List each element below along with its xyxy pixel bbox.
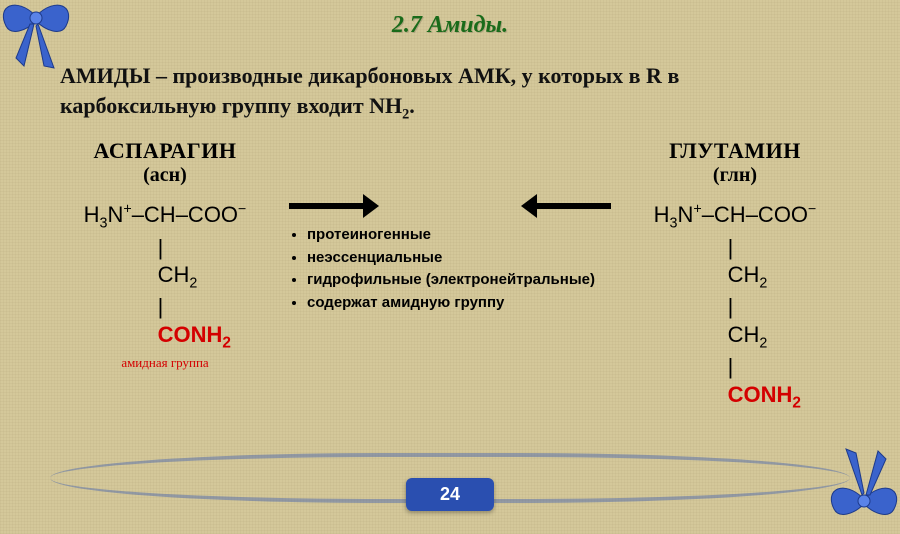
asparagine-abbr: (асн) bbox=[50, 164, 280, 187]
asparagine-formula: H3N+–CH–COO− | CH2 | CONH2 bbox=[84, 201, 247, 352]
property-item: неэссенциальные bbox=[307, 247, 615, 270]
formula-line: CH2 bbox=[84, 261, 247, 293]
glutamine-formula: H3N+–CH–COO− | CH2 | CH2 | CONH2 bbox=[654, 201, 817, 412]
arrow-right-icon bbox=[289, 198, 379, 214]
glutamine-name: ГЛУТАМИН bbox=[620, 138, 850, 164]
asparagine-name: АСПАРАГИН bbox=[50, 138, 280, 164]
definition-text: АМИДЫ – производные дикарбоновых АМК, у … bbox=[0, 39, 900, 134]
formula-bond: | bbox=[654, 234, 817, 262]
page-number-badge: 24 bbox=[406, 478, 494, 511]
slide-title: 2.7 Амиды. bbox=[0, 0, 900, 39]
amide-group: CONH2 bbox=[84, 321, 247, 353]
amide-group-label: амидная группа bbox=[50, 355, 280, 371]
asparagine-block: АСПАРАГИН (асн) H3N+–CH–COO− | CH2 | CON… bbox=[50, 138, 280, 370]
property-item: содержат амидную группу bbox=[307, 292, 615, 315]
formula-bond: | bbox=[84, 293, 247, 321]
ribbon-bow-top-left bbox=[0, 0, 76, 86]
content-columns: АСПАРАГИН (асн) H3N+–CH–COO− | CH2 | CON… bbox=[0, 134, 900, 412]
formula-line: CH2 bbox=[654, 261, 817, 293]
arrow-left-icon bbox=[521, 198, 611, 214]
formula-line: H3N+–CH–COO− bbox=[654, 201, 817, 233]
amide-group: CONH2 bbox=[654, 381, 817, 413]
properties-list: протеиногенные неэссенциальные гидрофиль… bbox=[285, 224, 615, 314]
property-item: протеиногенные bbox=[307, 224, 615, 247]
formula-bond: | bbox=[654, 353, 817, 381]
formula-bond: | bbox=[654, 293, 817, 321]
formula-line: H3N+–CH–COO− bbox=[84, 201, 247, 233]
glutamine-block: ГЛУТАМИН (глн) H3N+–CH–COO− | CH2 | CH2 … bbox=[620, 138, 850, 412]
glutamine-abbr: (глн) bbox=[620, 164, 850, 187]
property-item: гидрофильные (электронейтральные) bbox=[307, 269, 615, 292]
properties-block: протеиногенные неэссенциальные гидрофиль… bbox=[285, 138, 615, 314]
formula-line: CH2 bbox=[654, 321, 817, 353]
formula-bond: | bbox=[84, 234, 247, 262]
